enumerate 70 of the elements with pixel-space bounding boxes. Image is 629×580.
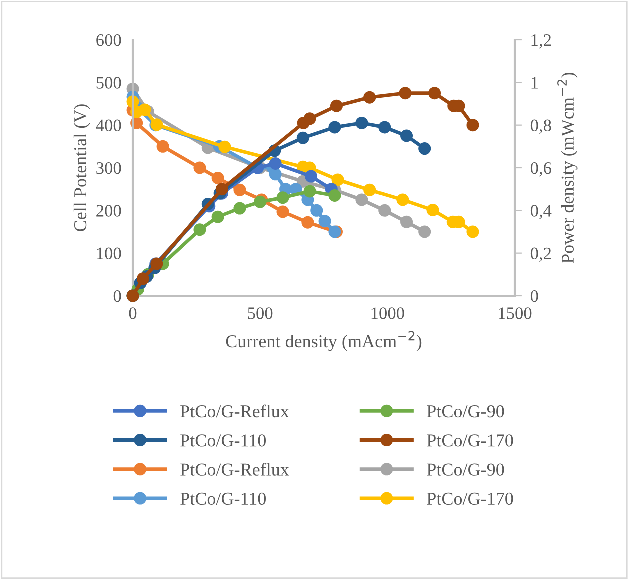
y2-tick-label: 1	[532, 77, 538, 89]
y-tick-label: 400	[96, 120, 122, 132]
point	[304, 185, 316, 198]
x-axis-title: Current density (mAcm$^{−2}$)	[226, 331, 422, 352]
point	[378, 121, 392, 134]
point	[418, 142, 432, 156]
point	[378, 204, 392, 217]
point	[194, 162, 206, 174]
y2-tick-label: 1,2	[532, 34, 552, 49]
point	[276, 206, 290, 218]
point	[396, 194, 410, 206]
point	[194, 224, 206, 236]
point	[216, 183, 228, 196]
point	[399, 87, 412, 100]
x-tick-label: 0	[129, 308, 137, 320]
point	[136, 272, 150, 286]
legend-label: PtCo/G-90	[427, 405, 504, 418]
point	[305, 170, 318, 183]
point	[466, 119, 480, 132]
point	[426, 204, 440, 216]
point	[302, 216, 314, 229]
point	[269, 157, 282, 170]
point	[400, 216, 414, 228]
point	[364, 91, 376, 104]
point	[234, 184, 246, 196]
legend-label: PtCo/G-110	[180, 492, 266, 506]
legend-label: PtCo/G-110	[180, 434, 266, 447]
y-tick-label: 100	[97, 248, 122, 260]
legend-label: PtCo/G-170	[427, 434, 514, 447]
x-tick-label: 500	[248, 308, 273, 320]
y2-tick-label: 0	[530, 290, 538, 302]
point	[428, 87, 442, 100]
point	[356, 116, 368, 130]
point	[400, 130, 414, 142]
point	[218, 140, 232, 154]
point	[328, 189, 342, 202]
y2-tick-label: 0,6	[530, 162, 552, 177]
y-tick-label: 0	[114, 290, 122, 302]
x-tick-label: 1500	[499, 308, 532, 320]
y-tick-label: 200	[96, 205, 122, 217]
point	[156, 140, 170, 153]
y2-tick-label: 0,4	[530, 205, 552, 220]
y-tick-label: 300	[96, 162, 122, 174]
legend-label: PtCo/G-Reflux	[180, 404, 290, 418]
legend-label: PtCo/G-170	[427, 492, 514, 506]
point	[418, 226, 432, 238]
y2-tick-label: 0,2	[530, 248, 552, 262]
legend-label: PtCo/G-90	[427, 464, 504, 476]
y-axis-title: Cell Potential (V)	[74, 104, 90, 232]
point	[296, 132, 310, 144]
point	[364, 184, 376, 196]
y2-tick-label: 0,8	[530, 120, 552, 134]
y-tick-label: 600	[96, 34, 122, 46]
point	[330, 100, 343, 112]
point	[304, 112, 316, 126]
point	[318, 215, 332, 228]
point	[276, 192, 290, 204]
point	[212, 210, 224, 224]
point	[332, 174, 344, 186]
point	[328, 121, 342, 134]
point	[234, 202, 246, 215]
point	[356, 194, 368, 206]
y2-axis-title: Power density (mWcm$^{−2}$)	[558, 72, 578, 264]
point	[310, 204, 324, 217]
point	[269, 168, 282, 181]
legend-label: PtCo/G-Reflux	[180, 463, 290, 476]
point	[466, 226, 480, 238]
x-tick-label: 1000	[372, 308, 404, 320]
point	[212, 172, 224, 184]
y-tick-label: 500	[96, 77, 122, 89]
